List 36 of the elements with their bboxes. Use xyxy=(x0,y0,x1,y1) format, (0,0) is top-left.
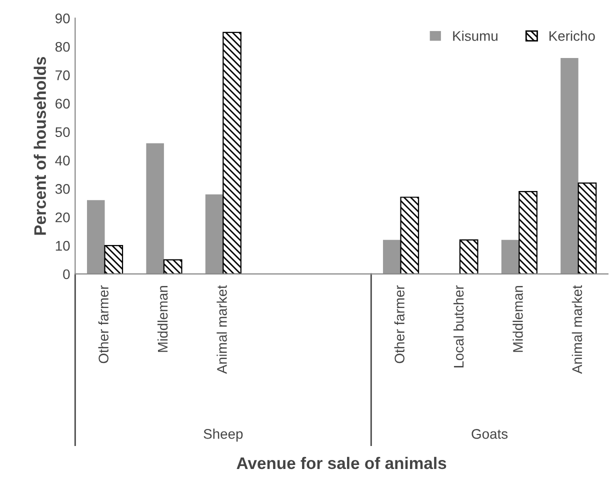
y-tick-label: 40 xyxy=(55,156,70,166)
x-tick-label: Middleman xyxy=(512,286,523,352)
x-tick-label: Other farmer xyxy=(394,285,404,364)
bar xyxy=(205,194,224,274)
x-tick-label: Local butcher xyxy=(453,285,464,368)
y-tick-label: 0 xyxy=(63,269,70,280)
bar xyxy=(146,143,164,274)
bar xyxy=(459,239,478,274)
text: Sheep xyxy=(204,428,243,442)
bar xyxy=(578,182,597,274)
bar xyxy=(560,58,578,274)
y-tick-label: 10 xyxy=(56,240,70,251)
bar xyxy=(104,245,124,274)
x-tick-label: Animal market xyxy=(572,285,582,374)
bar xyxy=(501,240,520,274)
y-tick-label: 70 xyxy=(56,70,70,80)
bar xyxy=(518,191,538,274)
x-tick-label: Middleman xyxy=(157,286,168,352)
bar xyxy=(382,240,401,274)
bar xyxy=(86,200,105,274)
legend-label: Kisumu xyxy=(453,30,498,41)
y-tick-label: 30 xyxy=(55,184,70,194)
y-tick-label: 60 xyxy=(56,98,70,109)
x-axis-title: Avenue for sale of animals xyxy=(236,456,446,470)
y-tick-label: 90 xyxy=(55,14,70,24)
text: Goats xyxy=(472,429,508,439)
bar xyxy=(163,259,182,274)
x-tick-label: Other farmer xyxy=(98,285,108,364)
y-axis-title: Percent of households xyxy=(34,56,46,235)
x-tick-label: Animal market xyxy=(216,285,227,374)
legend-label: Kericho xyxy=(549,30,595,41)
y-tick-label: 20 xyxy=(56,212,70,222)
y-tick-label: 80 xyxy=(55,42,70,52)
y-tick-label: 50 xyxy=(55,127,70,138)
bar xyxy=(222,32,242,274)
bar xyxy=(400,196,420,274)
